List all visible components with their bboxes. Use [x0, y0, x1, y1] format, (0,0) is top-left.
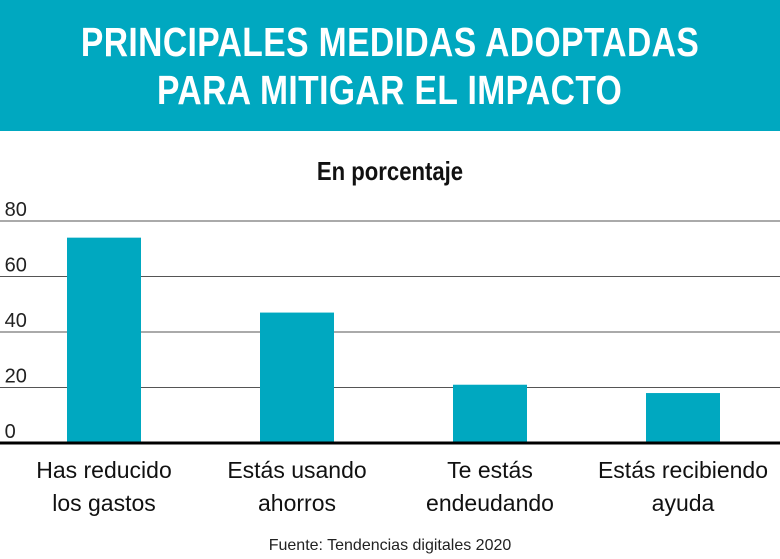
bar	[453, 384, 527, 443]
y-tick-label: 20	[5, 366, 27, 388]
x-tick-label: ayuda	[652, 490, 715, 516]
x-tick-label: Has reducido	[36, 457, 172, 483]
chart-subtitle: En porcentaje	[316, 156, 464, 186]
x-tick-label: Te estás	[447, 457, 533, 483]
y-tick-label: 40	[5, 310, 27, 332]
source-note: Fuente: Tendencias digitales 2020	[268, 537, 512, 554]
y-tick-label: 80	[5, 199, 27, 221]
x-tick-label: los gastos	[52, 490, 156, 516]
y-tick-label: 60	[5, 255, 27, 277]
x-tick-label: endeudando	[426, 490, 554, 516]
bar	[67, 237, 141, 443]
bar	[646, 393, 720, 443]
title-banner: PRINCIPALES MEDIDAS ADOPTADAS PARA MITIG…	[0, 0, 780, 131]
x-tick-label: Estás usando	[227, 457, 366, 483]
title-line-2: PARA MITIGAR EL IMPACTO	[157, 66, 623, 113]
bar	[260, 312, 334, 443]
title-line-1: PRINCIPALES MEDIDAS ADOPTADAS	[80, 18, 700, 65]
x-tick-label: ahorros	[258, 490, 336, 516]
x-tick-label: Estás recibiendo	[598, 457, 768, 483]
y-tick-label: 0	[5, 421, 16, 443]
